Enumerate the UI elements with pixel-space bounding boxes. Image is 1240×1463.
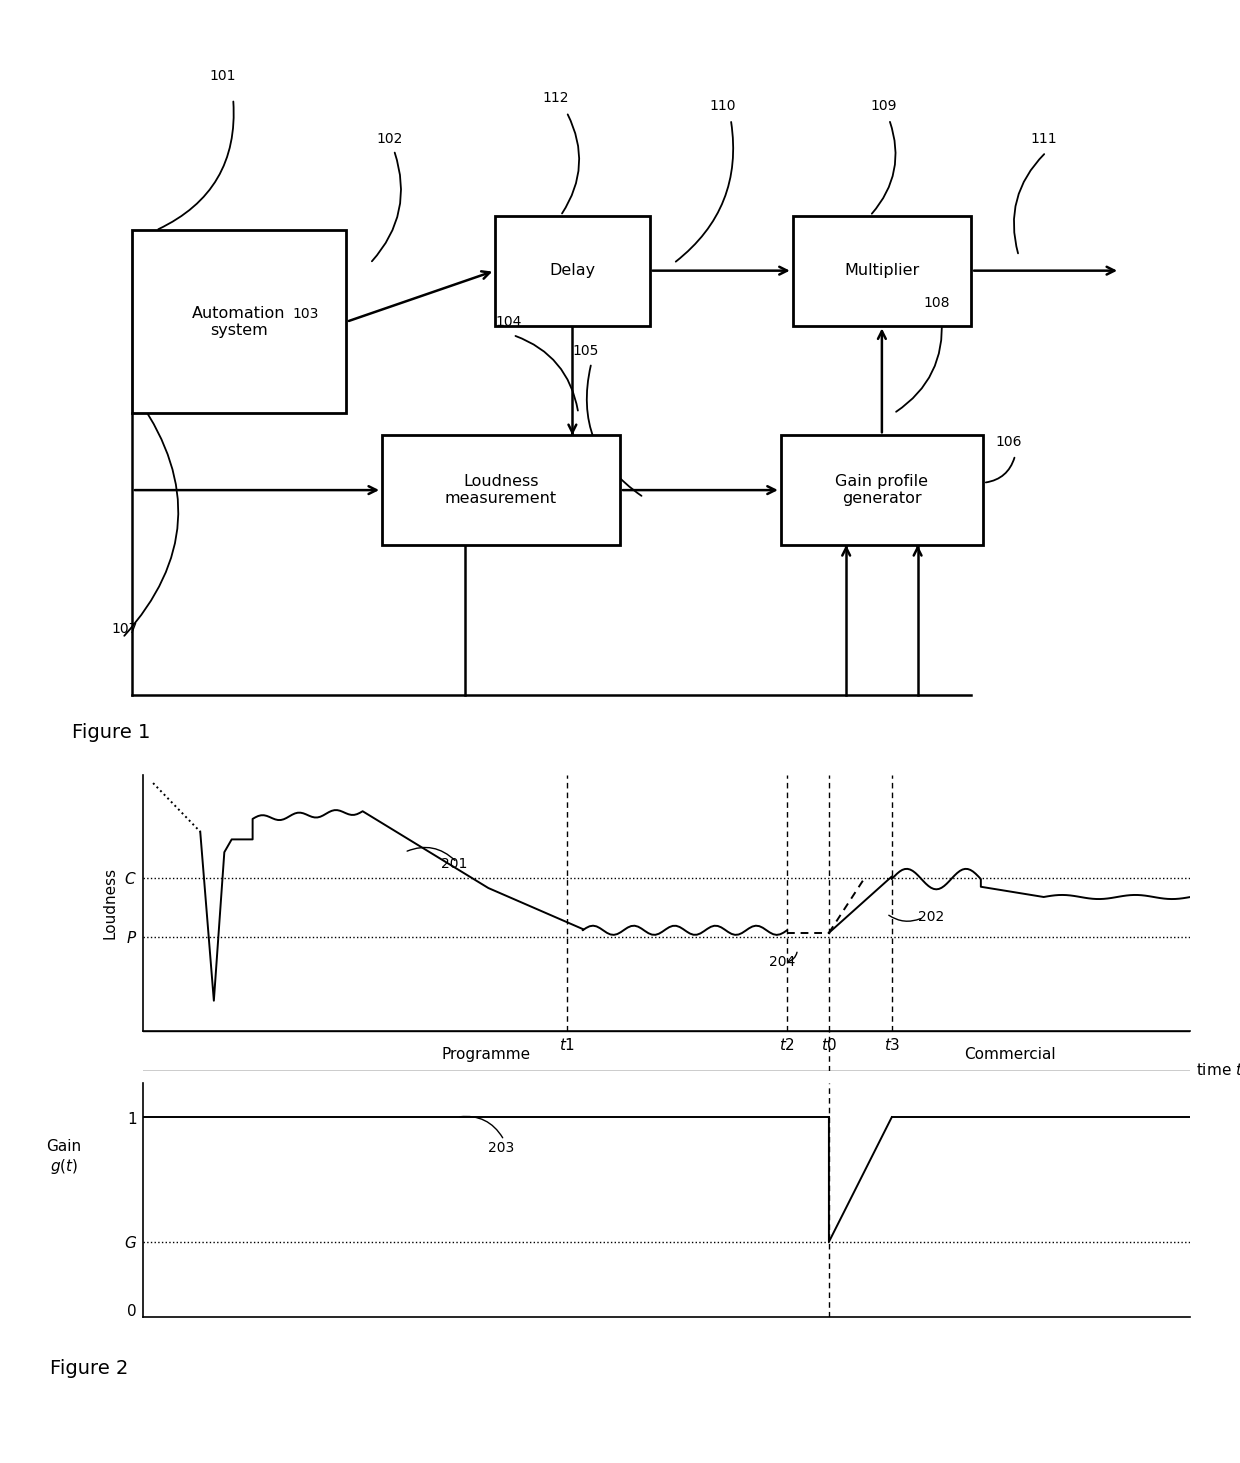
Text: 107: 107 <box>112 622 138 636</box>
Text: Figure 1: Figure 1 <box>72 724 151 742</box>
Text: Automation
system: Automation system <box>192 306 286 338</box>
Text: 109: 109 <box>870 98 897 113</box>
Text: Gain
$g(t)$: Gain $g(t)$ <box>46 1140 82 1176</box>
Text: Delay: Delay <box>549 263 595 278</box>
Text: 105: 105 <box>573 344 599 358</box>
Text: 111: 111 <box>1030 132 1058 146</box>
Text: 108: 108 <box>924 296 950 310</box>
Y-axis label: Loudness: Loudness <box>103 868 118 939</box>
Text: Gain profile
generator: Gain profile generator <box>836 474 929 506</box>
Text: 101: 101 <box>210 69 236 83</box>
FancyBboxPatch shape <box>382 436 620 544</box>
Text: Multiplier: Multiplier <box>844 263 920 278</box>
Text: time $t$: time $t$ <box>1195 1062 1240 1078</box>
Text: Commercial: Commercial <box>963 1048 1055 1062</box>
FancyBboxPatch shape <box>495 215 650 325</box>
Text: 102: 102 <box>376 132 402 146</box>
Text: 103: 103 <box>293 307 319 322</box>
Text: 110: 110 <box>709 98 735 113</box>
Text: Programme: Programme <box>441 1048 531 1062</box>
FancyBboxPatch shape <box>131 230 346 414</box>
Text: 203: 203 <box>489 1141 515 1154</box>
Text: 104: 104 <box>495 315 521 329</box>
Text: Loudness
measurement: Loudness measurement <box>445 474 557 506</box>
Text: Figure 2: Figure 2 <box>50 1359 128 1378</box>
FancyBboxPatch shape <box>792 215 971 325</box>
FancyBboxPatch shape <box>781 436 983 544</box>
Text: 201: 201 <box>441 856 467 870</box>
Text: 202: 202 <box>918 910 944 925</box>
Text: 106: 106 <box>994 435 1022 449</box>
Text: 204: 204 <box>769 955 795 969</box>
Text: 112: 112 <box>543 91 569 105</box>
